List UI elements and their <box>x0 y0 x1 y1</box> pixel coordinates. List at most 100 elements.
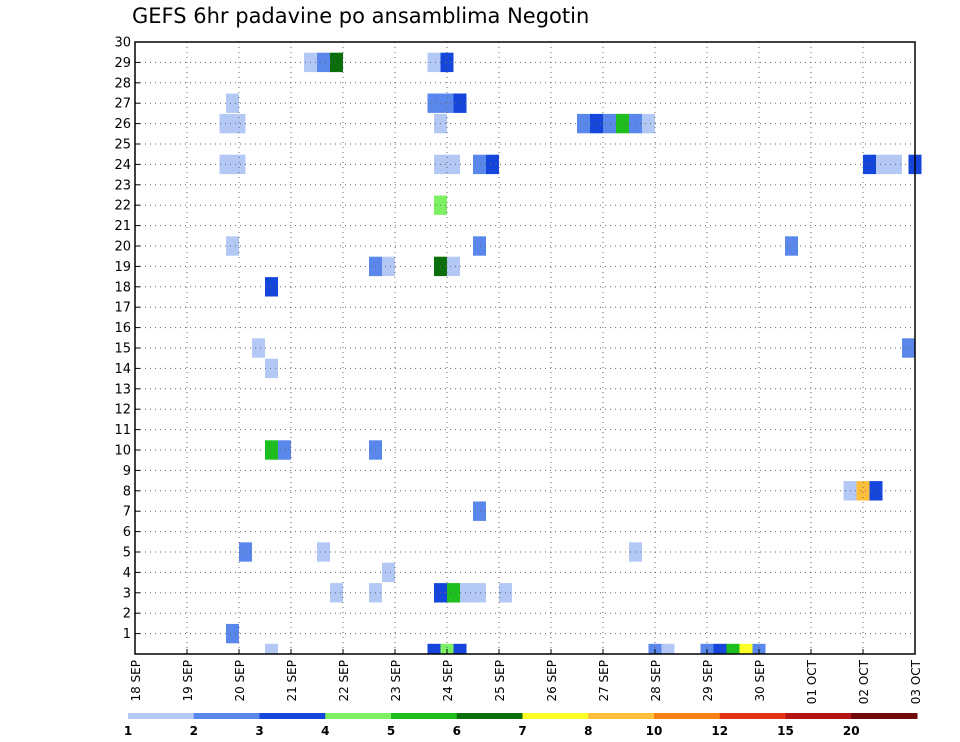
precip-cell <box>317 542 330 562</box>
precip-cell <box>265 277 278 297</box>
x-tick-label: 28 SEP <box>649 660 663 702</box>
precip-cell <box>447 256 460 277</box>
precip-cell <box>278 440 291 460</box>
cells-layer <box>219 52 922 654</box>
precip-cell <box>265 440 278 460</box>
colorbar-label: 20 <box>843 724 860 738</box>
colorbar-swatch <box>851 713 918 719</box>
colorbar-label: 4 <box>321 724 329 738</box>
x-tick-label: 25 SEP <box>493 660 507 702</box>
colorbar-swatch <box>259 713 326 719</box>
precip-cell <box>616 113 629 134</box>
precip-cell <box>876 154 889 175</box>
colorbar-swatch <box>785 713 852 719</box>
y-tick-label: 27 <box>114 97 131 112</box>
colorbar-swatch <box>588 713 655 719</box>
x-tick-label: 03 OCT <box>909 659 923 704</box>
x-tick-label: 23 SEP <box>389 660 403 702</box>
precip-cell <box>427 93 441 113</box>
y-tick-label: 12 <box>114 403 131 418</box>
y-tick-label: 13 <box>114 382 131 397</box>
precip-cell <box>473 501 486 521</box>
precip-cell <box>226 236 239 256</box>
y-tick-label: 4 <box>123 566 131 581</box>
precip-cell <box>486 154 499 175</box>
colorbar-swatch <box>325 713 392 719</box>
precip-cell <box>473 236 486 256</box>
colorbar-swatch <box>193 713 260 719</box>
y-axis: 1234567891011121314151617181920212223242… <box>114 36 140 642</box>
y-tick-label: 18 <box>114 280 131 295</box>
y-tick-label: 9 <box>123 464 131 479</box>
x-tick-label: 30 SEP <box>753 660 767 702</box>
precip-cell <box>577 113 590 134</box>
y-tick-label: 21 <box>114 219 131 234</box>
precip-cell <box>648 643 662 654</box>
colorbar-label: 3 <box>255 724 263 738</box>
y-tick-label: 15 <box>114 342 131 357</box>
colorbar: 1 2 3 4 5 6 7 8 10 12 15 20 <box>124 713 918 738</box>
colorbar-label: 10 <box>646 724 663 738</box>
x-tick-label: 29 SEP <box>701 660 715 702</box>
x-tick-label: 22 SEP <box>337 660 351 702</box>
precip-cell <box>590 113 603 134</box>
x-tick-label: 27 SEP <box>597 660 611 702</box>
colorbar-label: 5 <box>387 724 395 738</box>
colorbar-label: 1 <box>124 724 132 738</box>
precip-cell <box>726 643 740 654</box>
precip-cell <box>226 623 239 644</box>
precip-cell <box>252 338 265 358</box>
precip-cell <box>700 643 714 654</box>
colorbar-label: 8 <box>584 724 592 738</box>
x-tick-label: 18 SEP <box>129 660 143 702</box>
y-tick-label: 11 <box>114 423 131 438</box>
y-tick-label: 5 <box>123 546 131 561</box>
precip-cell <box>642 113 655 134</box>
colorbar-label: 7 <box>518 724 526 738</box>
precip-cell <box>427 643 441 654</box>
y-tick-label: 17 <box>114 301 131 316</box>
precip-cell <box>752 643 766 654</box>
precip-cell <box>713 643 727 654</box>
colorbar-swatch <box>456 713 523 719</box>
x-tick-label: 19 SEP <box>181 660 195 702</box>
y-tick-label: 28 <box>114 76 131 91</box>
precip-cell <box>440 93 454 113</box>
y-tick-label: 22 <box>114 199 131 214</box>
colorbar-swatch <box>391 713 458 719</box>
x-tick-label: 20 SEP <box>233 660 247 702</box>
y-tick-label: 25 <box>114 138 131 153</box>
x-tick-label: 21 SEP <box>285 660 299 702</box>
y-tick-label: 19 <box>114 260 131 275</box>
y-tick-label: 23 <box>114 178 131 193</box>
precip-cell <box>265 643 278 654</box>
y-tick-label: 10 <box>114 444 131 459</box>
colorbar-swatch <box>719 713 786 719</box>
precip-cell <box>330 583 343 603</box>
y-tick-label: 16 <box>114 321 131 336</box>
precip-cell <box>447 154 460 175</box>
y-tick-label: 24 <box>114 158 131 173</box>
colorbar-label: 6 <box>453 724 461 738</box>
precip-cell <box>863 154 876 175</box>
grid-layer <box>135 42 915 654</box>
y-tick-label: 6 <box>123 525 131 540</box>
precip-cell <box>453 643 467 654</box>
precip-cell <box>603 113 616 134</box>
colorbar-label: 12 <box>711 724 728 738</box>
colorbar-swatch <box>654 713 721 719</box>
precip-cell <box>382 256 395 277</box>
precip-cell <box>739 643 753 654</box>
y-tick-label: 14 <box>114 362 131 377</box>
precip-cell <box>856 481 870 501</box>
precip-cell <box>226 93 239 113</box>
precip-cell <box>785 236 798 256</box>
y-tick-label: 29 <box>114 56 131 71</box>
x-tick-label: 02 OCT <box>857 659 871 704</box>
chart-title: GEFS 6hr padavine po ansamblima Negotin <box>132 4 590 28</box>
y-tick-label: 2 <box>123 607 131 622</box>
y-tick-label: 20 <box>114 240 131 255</box>
x-tick-label: 01 OCT <box>805 659 819 704</box>
precip-cell <box>232 113 246 134</box>
